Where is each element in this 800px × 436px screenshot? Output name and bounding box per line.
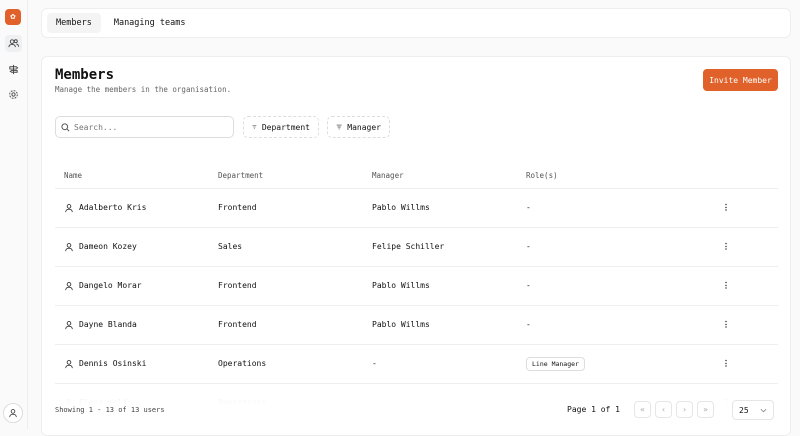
member-manager: Felipe Schiller (363, 227, 517, 267)
member-manager: - (363, 344, 517, 384)
members-card: Members Manage the members in the organi… (41, 56, 791, 436)
member-manager: Pablo Willms (363, 266, 517, 306)
table-row[interactable]: Dameon Kozey Sales Felipe Schiller - ⋮ (55, 227, 778, 267)
row-actions-button[interactable]: ⋮ (713, 266, 778, 306)
sidebar-item-teams[interactable] (5, 61, 22, 78)
chevron-down-icon (760, 408, 767, 412)
column-header-actions (713, 164, 778, 189)
table-row[interactable]: Adalberto Kris Frontend Pablo Willms - ⋮ (55, 188, 778, 228)
member-name[interactable]: Adalberto Kris (79, 203, 147, 212)
user-icon (65, 320, 73, 329)
search-icon (61, 122, 70, 131)
last-page-button[interactable]: » (697, 401, 714, 418)
table-footer: Showing 1 - 13 of 13 users Page 1 of 1 «… (42, 392, 790, 435)
member-name[interactable]: Dayne Blanda (79, 320, 137, 329)
department-filter-label: Department (261, 122, 310, 132)
member-name[interactable]: Dangelo Morar (79, 281, 142, 290)
column-header-manager: Manager (363, 164, 517, 189)
member-name[interactable]: Dennis Osinski (79, 359, 147, 368)
column-header-name: Name (55, 164, 209, 189)
sidebar-item-members[interactable] (5, 35, 22, 52)
row-actions-button[interactable]: ⋮ (713, 305, 778, 345)
chevron-right-icon: › (682, 405, 687, 414)
tab-managing-teams[interactable]: Managing teams (113, 18, 186, 28)
role-text: - (526, 281, 531, 290)
member-department: Sales (209, 227, 363, 267)
search-input[interactable] (74, 122, 224, 132)
department-filter-button[interactable]: Department (243, 116, 319, 138)
tab-bar: Members Managing teams (41, 8, 791, 38)
users-icon (8, 39, 19, 48)
table-row[interactable]: Dennis Osinski Operations - Line Manager… (55, 344, 778, 384)
table-row[interactable]: Dangelo Morar Frontend Pablo Willms - ⋮ (55, 266, 778, 306)
user-icon (65, 281, 73, 290)
sidebar: ✿ (0, 0, 28, 429)
avatar[interactable] (3, 403, 23, 423)
manager-filter-label: Manager (347, 122, 381, 132)
first-page-button[interactable]: « (634, 401, 651, 418)
tab-members[interactable]: Members (47, 13, 101, 33)
page-subtitle: Manage the members in the organisation. (55, 85, 232, 94)
member-department: Operations (209, 344, 363, 384)
member-department: Frontend (209, 266, 363, 306)
members-table: Name Department Manager Role(s) Adalbert… (55, 164, 778, 423)
column-header-roles: Role(s) (517, 164, 713, 189)
role-text: - (526, 203, 531, 212)
signpost-icon (9, 64, 19, 75)
user-icon (9, 409, 17, 418)
member-manager: Pablo Willms (363, 188, 517, 228)
chevrons-left-icon: « (640, 405, 645, 414)
column-header-department: Department (209, 164, 363, 189)
more-vertical-icon: ⋮ (722, 320, 730, 329)
filter-icon (252, 125, 257, 129)
member-department: Frontend (209, 305, 363, 345)
more-vertical-icon: ⋮ (722, 359, 730, 368)
filter-icon (336, 124, 342, 130)
user-icon (65, 359, 73, 368)
table-row[interactable]: Dayne Blanda Frontend Pablo Willms - ⋮ (55, 305, 778, 345)
row-actions-button[interactable]: ⋮ (713, 227, 778, 267)
member-manager: Pablo Willms (363, 305, 517, 345)
chevrons-right-icon: » (703, 405, 708, 414)
more-vertical-icon: ⋮ (722, 203, 730, 212)
role-text: - (526, 242, 531, 251)
member-department: Frontend (209, 188, 363, 228)
chevron-left-icon: ‹ (661, 405, 666, 414)
user-icon (65, 203, 73, 212)
user-icon (65, 242, 73, 251)
role-badge: Line Manager (526, 357, 585, 371)
page-info: Page 1 of 1 (567, 405, 620, 414)
logo[interactable]: ✿ (5, 9, 21, 25)
member-name[interactable]: Dameon Kozey (79, 242, 137, 251)
search-field[interactable] (55, 116, 234, 138)
page-size-select[interactable]: 25 (732, 400, 774, 420)
row-actions-button[interactable]: ⋮ (713, 344, 778, 384)
invite-member-button[interactable]: Invite Member (703, 69, 778, 91)
gear-icon (9, 90, 18, 99)
role-text: - (526, 320, 531, 329)
manager-filter-button[interactable]: Manager (327, 116, 390, 138)
sidebar-item-settings[interactable] (5, 86, 22, 103)
more-vertical-icon: ⋮ (722, 281, 730, 290)
page-title: Members (55, 67, 115, 83)
row-actions-button[interactable]: ⋮ (713, 188, 778, 228)
more-vertical-icon: ⋮ (722, 242, 730, 251)
next-page-button[interactable]: › (676, 401, 693, 418)
prev-page-button[interactable]: ‹ (655, 401, 672, 418)
page-size-value: 25 (739, 405, 749, 415)
results-count: Showing 1 - 13 of 13 users (55, 406, 165, 414)
